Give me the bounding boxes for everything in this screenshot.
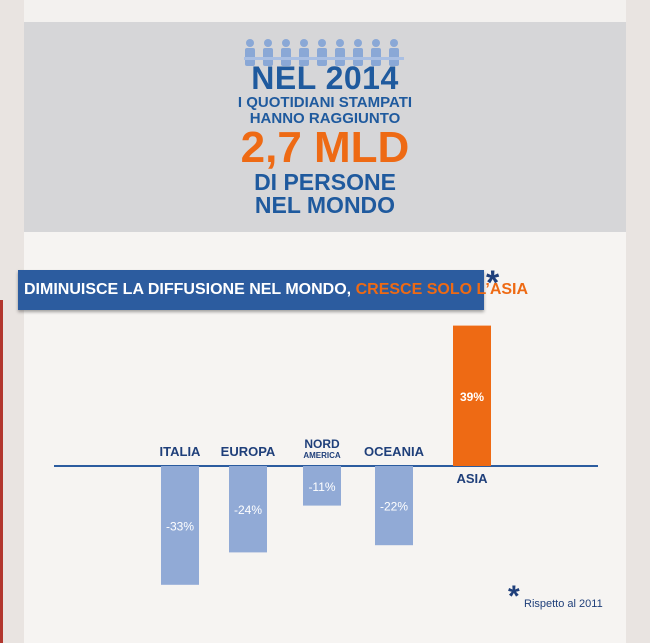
bar-2 bbox=[303, 466, 341, 506]
headline-world: NEL MONDO bbox=[254, 192, 396, 218]
chart-title-main: DIMINUISCE LA DIFFUSIONE NEL MONDO, bbox=[24, 281, 352, 298]
headline-subtitle-2: HANNO RAGGIUNTO bbox=[249, 110, 401, 127]
data-label-3: -22% bbox=[380, 500, 408, 514]
people-icon bbox=[244, 39, 404, 66]
page-margin-right bbox=[626, 0, 650, 643]
data-label-1: -24% bbox=[234, 503, 262, 517]
top-strip bbox=[24, 0, 626, 22]
headline-subtitle-1: I QUOTIDIANI STAMPATI bbox=[237, 94, 413, 111]
category-label-0: ITALIA bbox=[160, 444, 202, 459]
chart-banner bbox=[18, 270, 484, 310]
category-label-4: ASIA bbox=[456, 471, 488, 486]
category-label-3: OCEANIA bbox=[364, 444, 425, 459]
footnote-asterisk: * bbox=[508, 580, 520, 613]
bar-3 bbox=[375, 466, 413, 546]
bar-0 bbox=[161, 466, 199, 585]
data-label-4: 39% bbox=[460, 390, 484, 404]
category-label-2: NORD bbox=[304, 437, 340, 451]
headline-year: NEL 2014 bbox=[251, 60, 399, 96]
chart-title: DIMINUISCE LA DIFFUSIONE NEL MONDO, CRES… bbox=[24, 281, 528, 299]
title-asterisk: * bbox=[486, 264, 500, 302]
red-edge-accent bbox=[0, 300, 3, 643]
page-margin-left bbox=[0, 0, 24, 643]
footnote-text: Rispetto al 2011 bbox=[524, 598, 603, 610]
bar-4 bbox=[453, 325, 491, 466]
category-label-2-line2: AMERICA bbox=[303, 451, 341, 460]
chart-title-accent: CRESCE SOLO L’ASIA bbox=[355, 281, 529, 298]
data-label-0: -33% bbox=[166, 519, 194, 533]
category-label-1: EUROPA bbox=[221, 444, 276, 459]
headline-people: DI PERSONE bbox=[254, 169, 396, 195]
headline-figure: 2,7 MLD bbox=[240, 123, 410, 172]
bar-1 bbox=[229, 466, 267, 553]
data-label-2: -11% bbox=[308, 480, 335, 494]
